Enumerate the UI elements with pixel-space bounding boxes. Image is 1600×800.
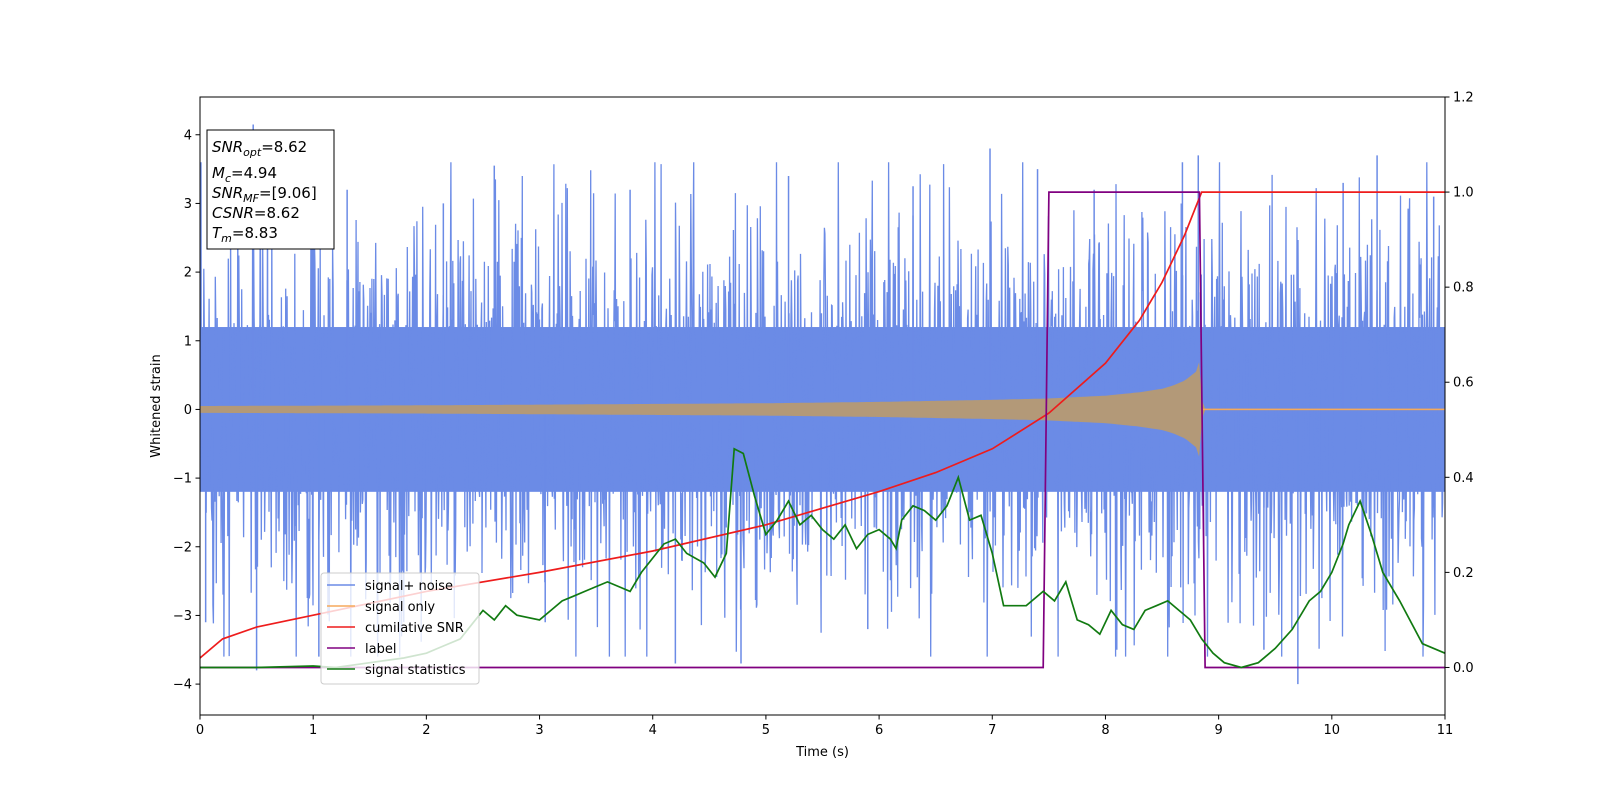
y-tick-label: 1 <box>184 334 192 349</box>
y-tick-label: 3 <box>184 197 192 212</box>
y2-tick-label: 0.8 <box>1453 281 1474 296</box>
y-tick-label: −4 <box>173 678 192 693</box>
y2-tick-label: 0.2 <box>1453 566 1474 581</box>
y-tick-label: −3 <box>173 609 192 624</box>
x-axis-title: Time (s) <box>795 745 849 760</box>
y-tick-label: 2 <box>184 266 192 281</box>
signal-noise-trace <box>200 162 1445 657</box>
x-tick-label: 3 <box>535 723 543 738</box>
info-snr-mf: SNRMF=[9.06] <box>212 184 317 205</box>
plot-frame <box>199 96 1446 716</box>
x-tick-label: 7 <box>988 723 996 738</box>
y2-tick-label: 1.0 <box>1453 186 1474 201</box>
y2-tick-label: 0.0 <box>1453 661 1474 676</box>
x-tick-label: 9 <box>1214 723 1222 738</box>
series-label-line <box>200 191 1445 669</box>
legend-label-cumulative-snr: cumilative SNR <box>365 621 464 636</box>
signal-only-envelope <box>200 362 1445 457</box>
x-tick-label: 1 <box>309 723 317 738</box>
info-tm: Tm=8.83 <box>212 224 278 245</box>
x-tick-label: 5 <box>762 723 770 738</box>
y-tick-label: 0 <box>184 403 192 418</box>
info-csnr: CSNR=8.62 <box>212 204 300 222</box>
info-box-frame <box>206 129 335 250</box>
axes: 0 1 2 3 4 5 6 7 8 9 10 1143210−1−2−3−41.21.00.80.60… <box>173 91 1474 739</box>
x-tick-label: 2 <box>422 723 430 738</box>
series-signal-statistics-line <box>200 447 1445 669</box>
series-signal-only <box>200 362 1445 457</box>
y-axis-title: Whitened strain <box>149 354 164 457</box>
y2-tick-label: 1.2 <box>1453 91 1474 106</box>
legend-label-label: label <box>365 642 396 657</box>
x-tick-label: 4 <box>649 723 657 738</box>
x-tick-label: 6 <box>875 723 883 738</box>
y2-tick-label: 0.6 <box>1453 376 1474 391</box>
y-tick-label: 4 <box>184 128 192 143</box>
info-mc: Mc=4.94 <box>212 164 277 185</box>
plot-series <box>200 124 1445 685</box>
legend: signal+ noise signal only cumilative SNR… <box>320 572 480 685</box>
y2-tick-label: 0.4 <box>1453 471 1474 486</box>
x-tick-label: 8 <box>1101 723 1109 738</box>
legend-label-signal-noise: signal+ noise <box>365 579 453 594</box>
legend-frame <box>320 572 480 685</box>
legend-label-signal-only: signal only <box>365 600 435 615</box>
y-tick-label: −1 <box>173 472 192 487</box>
x-tick-label: 10 <box>1324 723 1341 738</box>
x-tick-label: 0 <box>196 723 204 738</box>
info-box: SNRopt=8.62 Mc=4.94 SNRMF=[9.06] CSNR=8.… <box>206 129 335 250</box>
legend-label-signal-statistics: signal statistics <box>365 663 466 678</box>
x-tick-label: 11 <box>1437 723 1454 738</box>
info-snr-opt: SNRopt=8.62 <box>212 138 307 159</box>
y-tick-label: −2 <box>173 540 192 555</box>
